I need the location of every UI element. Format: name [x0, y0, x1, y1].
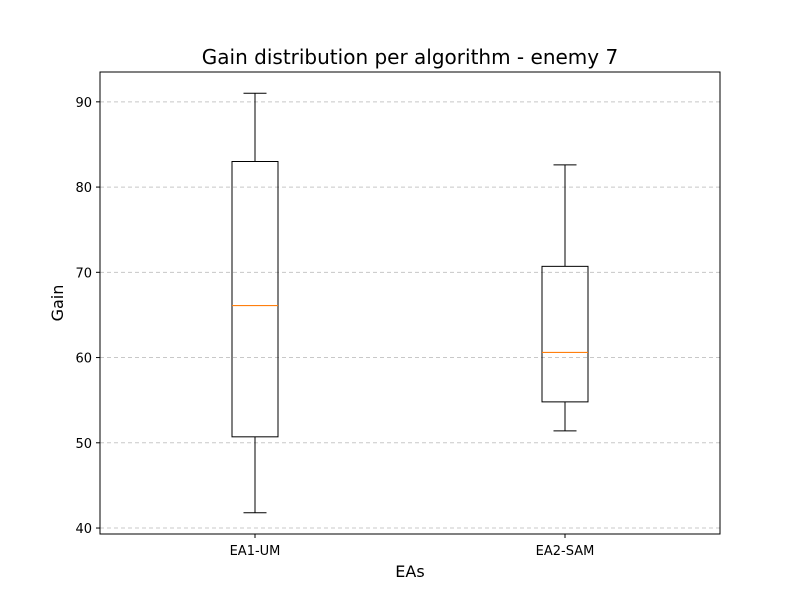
y-tick-label: 40 [75, 522, 92, 537]
chart-title: Gain distribution per algorithm - enemy … [202, 45, 618, 69]
grid-lines [100, 101, 720, 529]
y-axis-label: Gain [48, 285, 67, 322]
plot-area-frame [99, 71, 721, 535]
y-tick-label: 60 [75, 352, 92, 367]
box-ea2-sam [541, 164, 589, 432]
box-series [231, 92, 589, 514]
iqr-box [541, 265, 589, 403]
x-tick-label: EA2-SAM [536, 544, 595, 559]
box-ea1-um [231, 92, 279, 514]
y-tick-label: 50 [75, 437, 92, 452]
x-tick-label: EA1-UM [230, 544, 281, 559]
iqr-box [231, 161, 279, 438]
x-axis-label: EAs [395, 562, 424, 581]
y-tick-label: 80 [75, 181, 92, 196]
y-tick-label: 70 [75, 266, 92, 281]
y-tick-label: 90 [75, 96, 92, 111]
axis-ticks: 40 50 60 70 80 90 EA1-UM EA2-SAM [75, 96, 594, 559]
